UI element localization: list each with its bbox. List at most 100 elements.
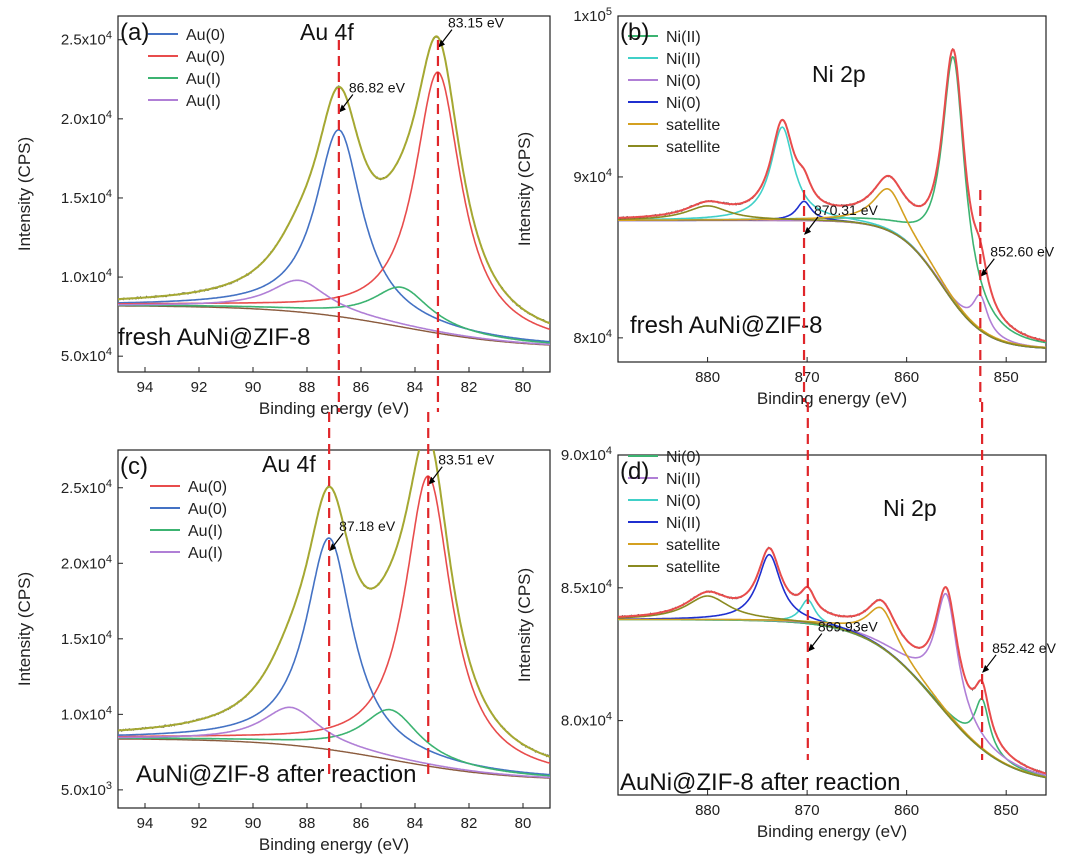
y-tick-label: 5.0x103: [61, 780, 112, 799]
legend-label: Ni(0): [666, 73, 701, 90]
legend-label: Au(0): [188, 501, 227, 518]
x-tick-label: 92: [191, 379, 208, 396]
x-tick-label: 880: [695, 369, 720, 386]
annotation-arrowhead: [437, 39, 445, 48]
peak-label: 87.18 eV: [339, 518, 396, 534]
component-line-aui: [118, 708, 550, 777]
x-tick-label: 88: [299, 379, 316, 396]
component-line-au0: [118, 129, 550, 343]
legend-label: satellite: [666, 537, 720, 554]
envelope-line: [118, 35, 550, 325]
plot-frame: [617, 454, 1047, 796]
x-tick-label: 84: [407, 815, 424, 832]
x-tick-label: 880: [695, 802, 720, 819]
x-tick-label: 94: [137, 815, 154, 832]
plot-area: [118, 35, 550, 346]
peak-label: 870.31 eV: [814, 202, 878, 218]
x-tick-label: 86: [353, 379, 370, 396]
y-tick-label: 2.5x104: [61, 478, 112, 497]
x-axis-title: Binding energy (eV): [757, 389, 907, 408]
sample-label: fresh AuNi@ZIF-8: [630, 312, 822, 339]
background-line: [118, 305, 550, 346]
sample-label: AuNi@ZIF-8 after reaction: [136, 761, 416, 788]
raw-data-line: [118, 450, 550, 758]
x-tick-label: 82: [461, 815, 478, 832]
panel-a: 94 92 90 88 86 84 82 80 5.0x104 1.0x104 1.5x104 2.0…: [15, 15, 551, 418]
plot-area: [618, 47, 1046, 349]
panel-tag: (b): [620, 19, 649, 46]
peak-label: 852.60 eV: [990, 244, 1054, 260]
y-tick-label: 1.5x104: [61, 629, 112, 648]
legend-label: Ni(II): [666, 29, 701, 46]
x-tick-label: 94: [137, 379, 154, 396]
component-line-satellite: [618, 188, 1046, 349]
envelope-line: [118, 450, 550, 758]
panel-tag: (d): [620, 458, 649, 485]
x-tick-label: 90: [245, 379, 262, 396]
x-tick-label: 88: [299, 815, 316, 832]
legend-label: Au(I): [188, 523, 223, 540]
annotation-arrowhead: [980, 268, 988, 277]
panel-d: 880 870 860 850 8.0x104 8.5x104 9.0x104 Binding…: [515, 445, 1057, 841]
y-tick-label: 1.5x104: [61, 188, 112, 207]
y-axis-title: Intensity (CPS): [15, 572, 34, 686]
x-tick-label: 850: [994, 369, 1019, 386]
y-tick-label: 5.0x104: [61, 346, 112, 365]
annotation-arrowhead: [338, 104, 346, 113]
y-axis-title: Intensity (CPS): [515, 132, 534, 246]
peak-label: 83.51 eV: [438, 452, 495, 468]
x-tick-label: 90: [245, 815, 262, 832]
peak-label: 86.82 eV: [349, 80, 406, 96]
envelope-line: [618, 48, 1046, 342]
y-tick-label: 1.0x104: [61, 267, 112, 286]
y-tick-label: 2.0x104: [61, 553, 112, 572]
sample-label: AuNi@ZIF-8 after reaction: [620, 769, 900, 796]
sample-label: fresh AuNi@ZIF-8: [118, 324, 310, 351]
panel-c: 94 92 90 88 86 84 82 80 5.0x103 1.0x104 1.5x104 2.0…: [15, 449, 551, 854]
x-tick-label: 80: [515, 815, 532, 832]
legend-label: satellite: [666, 139, 720, 156]
legend-label: Au(I): [188, 545, 223, 562]
peak-label: 869.93eV: [818, 619, 879, 635]
annotation-arrowhead: [804, 226, 812, 235]
x-axis-title: Binding energy (eV): [259, 835, 409, 854]
x-axis-title: Binding energy (eV): [757, 822, 907, 841]
y-tick-label: 1.0x104: [61, 704, 112, 723]
peak-label: 852.42 eV: [992, 640, 1056, 656]
legend-label: Au(I): [186, 93, 221, 110]
legend-label: Ni(0): [666, 493, 701, 510]
x-axis-title: Binding energy (eV): [259, 399, 409, 418]
core-level-label: Ni 2p: [812, 61, 866, 87]
annotation-arrowhead: [807, 643, 815, 652]
component-line-au0: [118, 71, 550, 331]
legend-label: Au(0): [188, 479, 227, 496]
y-tick-label: 2.5x104: [61, 30, 112, 49]
legend-label: Au(0): [186, 49, 225, 66]
background-line: [118, 738, 550, 779]
plot-frame: [117, 449, 551, 809]
x-tick-label: 870: [795, 369, 820, 386]
y-tick-label: 9.0x104: [561, 445, 612, 464]
x-tick-label: 82: [461, 379, 478, 396]
peak-label: 83.15 eV: [448, 15, 505, 31]
legend-label: satellite: [666, 117, 720, 134]
x-tick-label: 860: [894, 369, 919, 386]
plot-frame: [617, 15, 1047, 363]
component-line-satellite: [618, 595, 1046, 779]
x-tick-label: 80: [515, 379, 532, 396]
component-line-aui: [118, 279, 550, 346]
component-line-au0: [118, 475, 550, 764]
x-tick-label: 86: [353, 815, 370, 832]
legend-label: Au(0): [186, 27, 225, 44]
x-tick-label: 92: [191, 815, 208, 832]
x-tick-label: 870: [795, 802, 820, 819]
component-line-aui: [118, 286, 550, 344]
y-tick-label: 1x105: [573, 6, 612, 25]
legend-label: Au(I): [186, 71, 221, 88]
panel-tag: (c): [120, 453, 148, 480]
core-level-label: Au 4f: [300, 19, 354, 45]
annotation-arrowhead: [982, 664, 990, 673]
core-level-label: Ni 2p: [883, 495, 937, 521]
legend-label: Ni(II): [666, 471, 701, 488]
y-tick-label: 8.5x104: [561, 578, 612, 597]
